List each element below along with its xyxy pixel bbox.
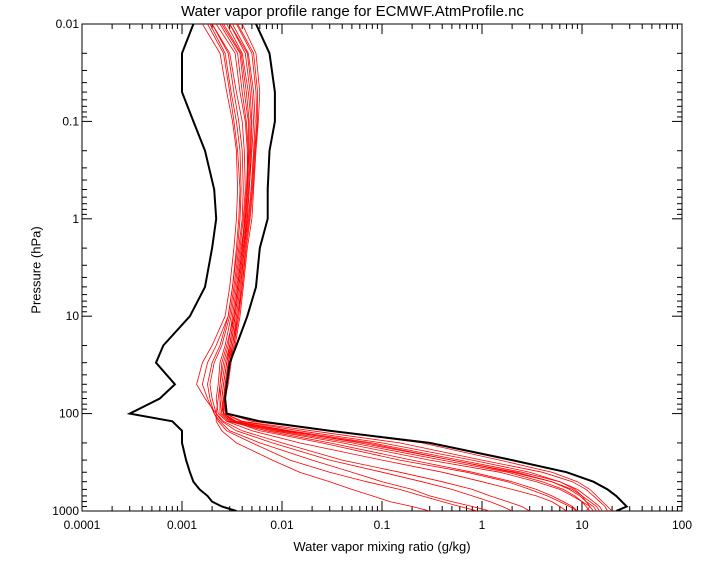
profile-line (221, 24, 591, 511)
x-tick-label: 0.1 (374, 518, 391, 532)
envelope-max-line (224, 24, 629, 511)
profile-line (219, 24, 578, 511)
y-axis-label: Pressure (hPa) (28, 226, 44, 314)
profile-line (211, 24, 567, 511)
profile-line (224, 24, 608, 511)
profile-line (201, 24, 490, 511)
y-tick-label: 1 (72, 212, 79, 226)
x-tick-label: 100 (672, 518, 692, 532)
y-tick-label: 0.01 (56, 17, 80, 31)
x-axis-label: Water vapor mixing ratio (g/kg) (293, 539, 471, 554)
x-tick-label: 10 (575, 518, 589, 532)
profile-line (221, 24, 597, 511)
profile-line (209, 24, 513, 511)
profile-line (223, 24, 578, 511)
chart-title: Water vapor profile range for ECMWF.AtmP… (181, 3, 524, 20)
envelope-min-line (126, 24, 237, 511)
profile-line (219, 24, 594, 511)
y-tick-label: 100 (59, 407, 79, 421)
y-tick-label: 1000 (52, 504, 79, 518)
profile-line (223, 24, 603, 511)
y-tick-label: 0.1 (62, 114, 79, 128)
x-tick-label: 0.01 (270, 518, 294, 532)
x-tick-label: 0.001 (167, 518, 197, 532)
y-tick-label: 10 (66, 309, 80, 323)
profile-line (207, 24, 478, 511)
x-tick-label: 0.0001 (64, 518, 101, 532)
profile-line (215, 24, 530, 511)
profile-line (196, 24, 430, 511)
x-tick-label: 1 (479, 518, 486, 532)
profile-line (223, 24, 613, 511)
